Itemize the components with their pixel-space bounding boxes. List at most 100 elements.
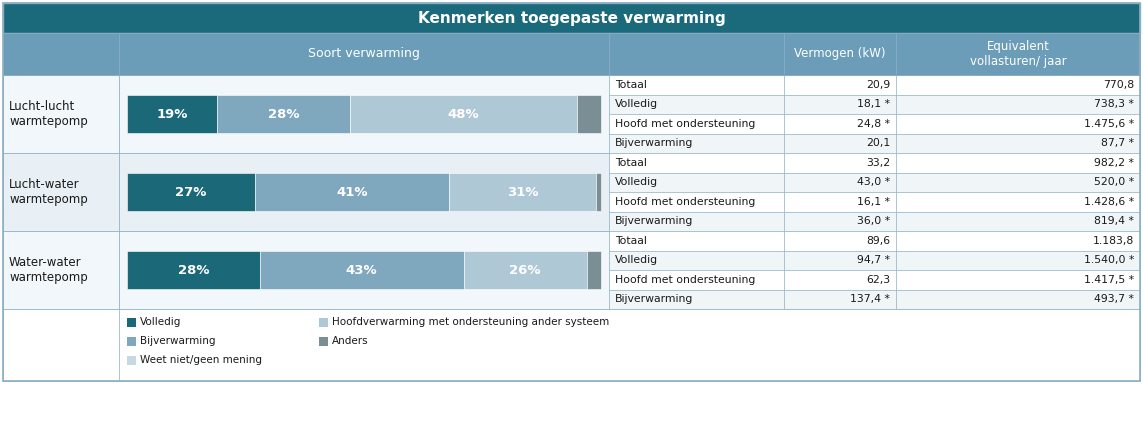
Bar (597, 173, 601, 211)
Bar (609, 75, 784, 94)
Text: Soort verwarming: Soort verwarming (309, 48, 419, 60)
Text: Totaal: Totaal (615, 80, 647, 90)
Bar (255, 173, 449, 211)
Text: 26%: 26% (510, 264, 541, 277)
Bar (784, 289, 896, 309)
Bar (896, 33, 1140, 75)
Text: 18,1 *: 18,1 * (857, 99, 890, 109)
Bar (896, 289, 1140, 309)
Text: Hoofd met ondersteuning: Hoofd met ondersteuning (615, 197, 756, 207)
Text: Volledig: Volledig (139, 317, 182, 327)
Bar (784, 33, 896, 75)
Bar (896, 94, 1140, 114)
Bar (609, 94, 784, 114)
Text: 137,4 *: 137,4 * (850, 294, 890, 304)
Bar (609, 270, 784, 289)
Bar (127, 336, 136, 345)
Bar (896, 75, 1140, 94)
Bar (784, 134, 896, 153)
Text: Anders: Anders (331, 336, 369, 346)
Text: 87,7 *: 87,7 * (1101, 138, 1134, 148)
Bar (319, 336, 328, 345)
Bar (896, 114, 1140, 134)
Bar (3, 309, 1140, 381)
Text: 27%: 27% (175, 186, 207, 198)
Text: Volledig: Volledig (615, 177, 658, 187)
Text: Bijverwarming: Bijverwarming (139, 336, 216, 346)
Bar (609, 250, 784, 270)
Bar (609, 172, 784, 192)
Text: 1.183,8: 1.183,8 (1093, 236, 1134, 246)
Bar (896, 270, 1140, 289)
Bar (119, 75, 609, 153)
Text: Volledig: Volledig (615, 99, 658, 109)
Text: 20,9: 20,9 (865, 80, 890, 90)
Bar (784, 94, 896, 114)
Text: Totaal: Totaal (615, 236, 647, 246)
Bar (586, 251, 601, 289)
Text: 1.428,6 *: 1.428,6 * (1084, 197, 1134, 207)
Bar (3, 33, 1140, 75)
Text: 24,8 *: 24,8 * (857, 119, 890, 129)
Text: 28%: 28% (267, 108, 299, 120)
Text: 36,0 *: 36,0 * (857, 216, 890, 226)
Bar (577, 95, 601, 133)
Bar (896, 172, 1140, 192)
Bar (609, 212, 784, 231)
Text: Lucht-lucht
warmtepomp: Lucht-lucht warmtepomp (9, 100, 88, 128)
Bar (3, 231, 119, 309)
Bar (609, 153, 784, 172)
Bar (784, 270, 896, 289)
Bar (217, 95, 350, 133)
Bar (119, 231, 609, 309)
Bar (3, 75, 1140, 153)
Bar (609, 114, 784, 134)
Text: Bijverwarming: Bijverwarming (615, 216, 694, 226)
Bar (3, 153, 1140, 231)
Text: 28%: 28% (177, 264, 209, 277)
Text: 89,6: 89,6 (866, 236, 890, 246)
Bar (609, 33, 784, 75)
Text: Water-water
warmtepomp: Water-water warmtepomp (9, 256, 88, 284)
Text: 19%: 19% (157, 108, 187, 120)
Text: 62,3: 62,3 (866, 275, 890, 285)
Bar (784, 114, 896, 134)
Text: 31%: 31% (507, 186, 538, 198)
Bar (896, 250, 1140, 270)
Text: Volledig: Volledig (615, 255, 658, 265)
Bar (127, 95, 217, 133)
Text: 33,2: 33,2 (866, 158, 890, 168)
Bar (609, 192, 784, 212)
Text: 43,0 *: 43,0 * (857, 177, 890, 187)
Bar (119, 33, 609, 75)
Text: 520,0 *: 520,0 * (1094, 177, 1134, 187)
Bar (3, 3, 1140, 33)
Bar (784, 250, 896, 270)
Bar (784, 192, 896, 212)
Bar (127, 355, 136, 365)
Bar (896, 212, 1140, 231)
Bar (896, 231, 1140, 250)
Text: Hoofd met ondersteuning: Hoofd met ondersteuning (615, 275, 756, 285)
Text: 493,7 *: 493,7 * (1094, 294, 1134, 304)
Text: Bijverwarming: Bijverwarming (615, 294, 694, 304)
Text: Lucht-water
warmtepomp: Lucht-water warmtepomp (9, 178, 88, 206)
Bar (784, 153, 896, 172)
Text: 41%: 41% (336, 186, 368, 198)
Text: Hoofd met ondersteuning: Hoofd met ondersteuning (615, 119, 756, 129)
Text: 20,1: 20,1 (865, 138, 890, 148)
Bar (896, 134, 1140, 153)
Text: 1.540,0 *: 1.540,0 * (1084, 255, 1134, 265)
Bar (896, 192, 1140, 212)
Bar (609, 289, 784, 309)
Text: 982,2 *: 982,2 * (1094, 158, 1134, 168)
Text: 16,1 *: 16,1 * (857, 197, 890, 207)
Text: 94,7 *: 94,7 * (857, 255, 890, 265)
Text: Vermogen (kW): Vermogen (kW) (794, 48, 886, 60)
Bar (119, 153, 609, 231)
Bar (784, 212, 896, 231)
Bar (464, 251, 586, 289)
Bar (319, 318, 328, 326)
Text: Equivalent
vollasturen/ jaar: Equivalent vollasturen/ jaar (969, 40, 1066, 68)
Bar (896, 153, 1140, 172)
